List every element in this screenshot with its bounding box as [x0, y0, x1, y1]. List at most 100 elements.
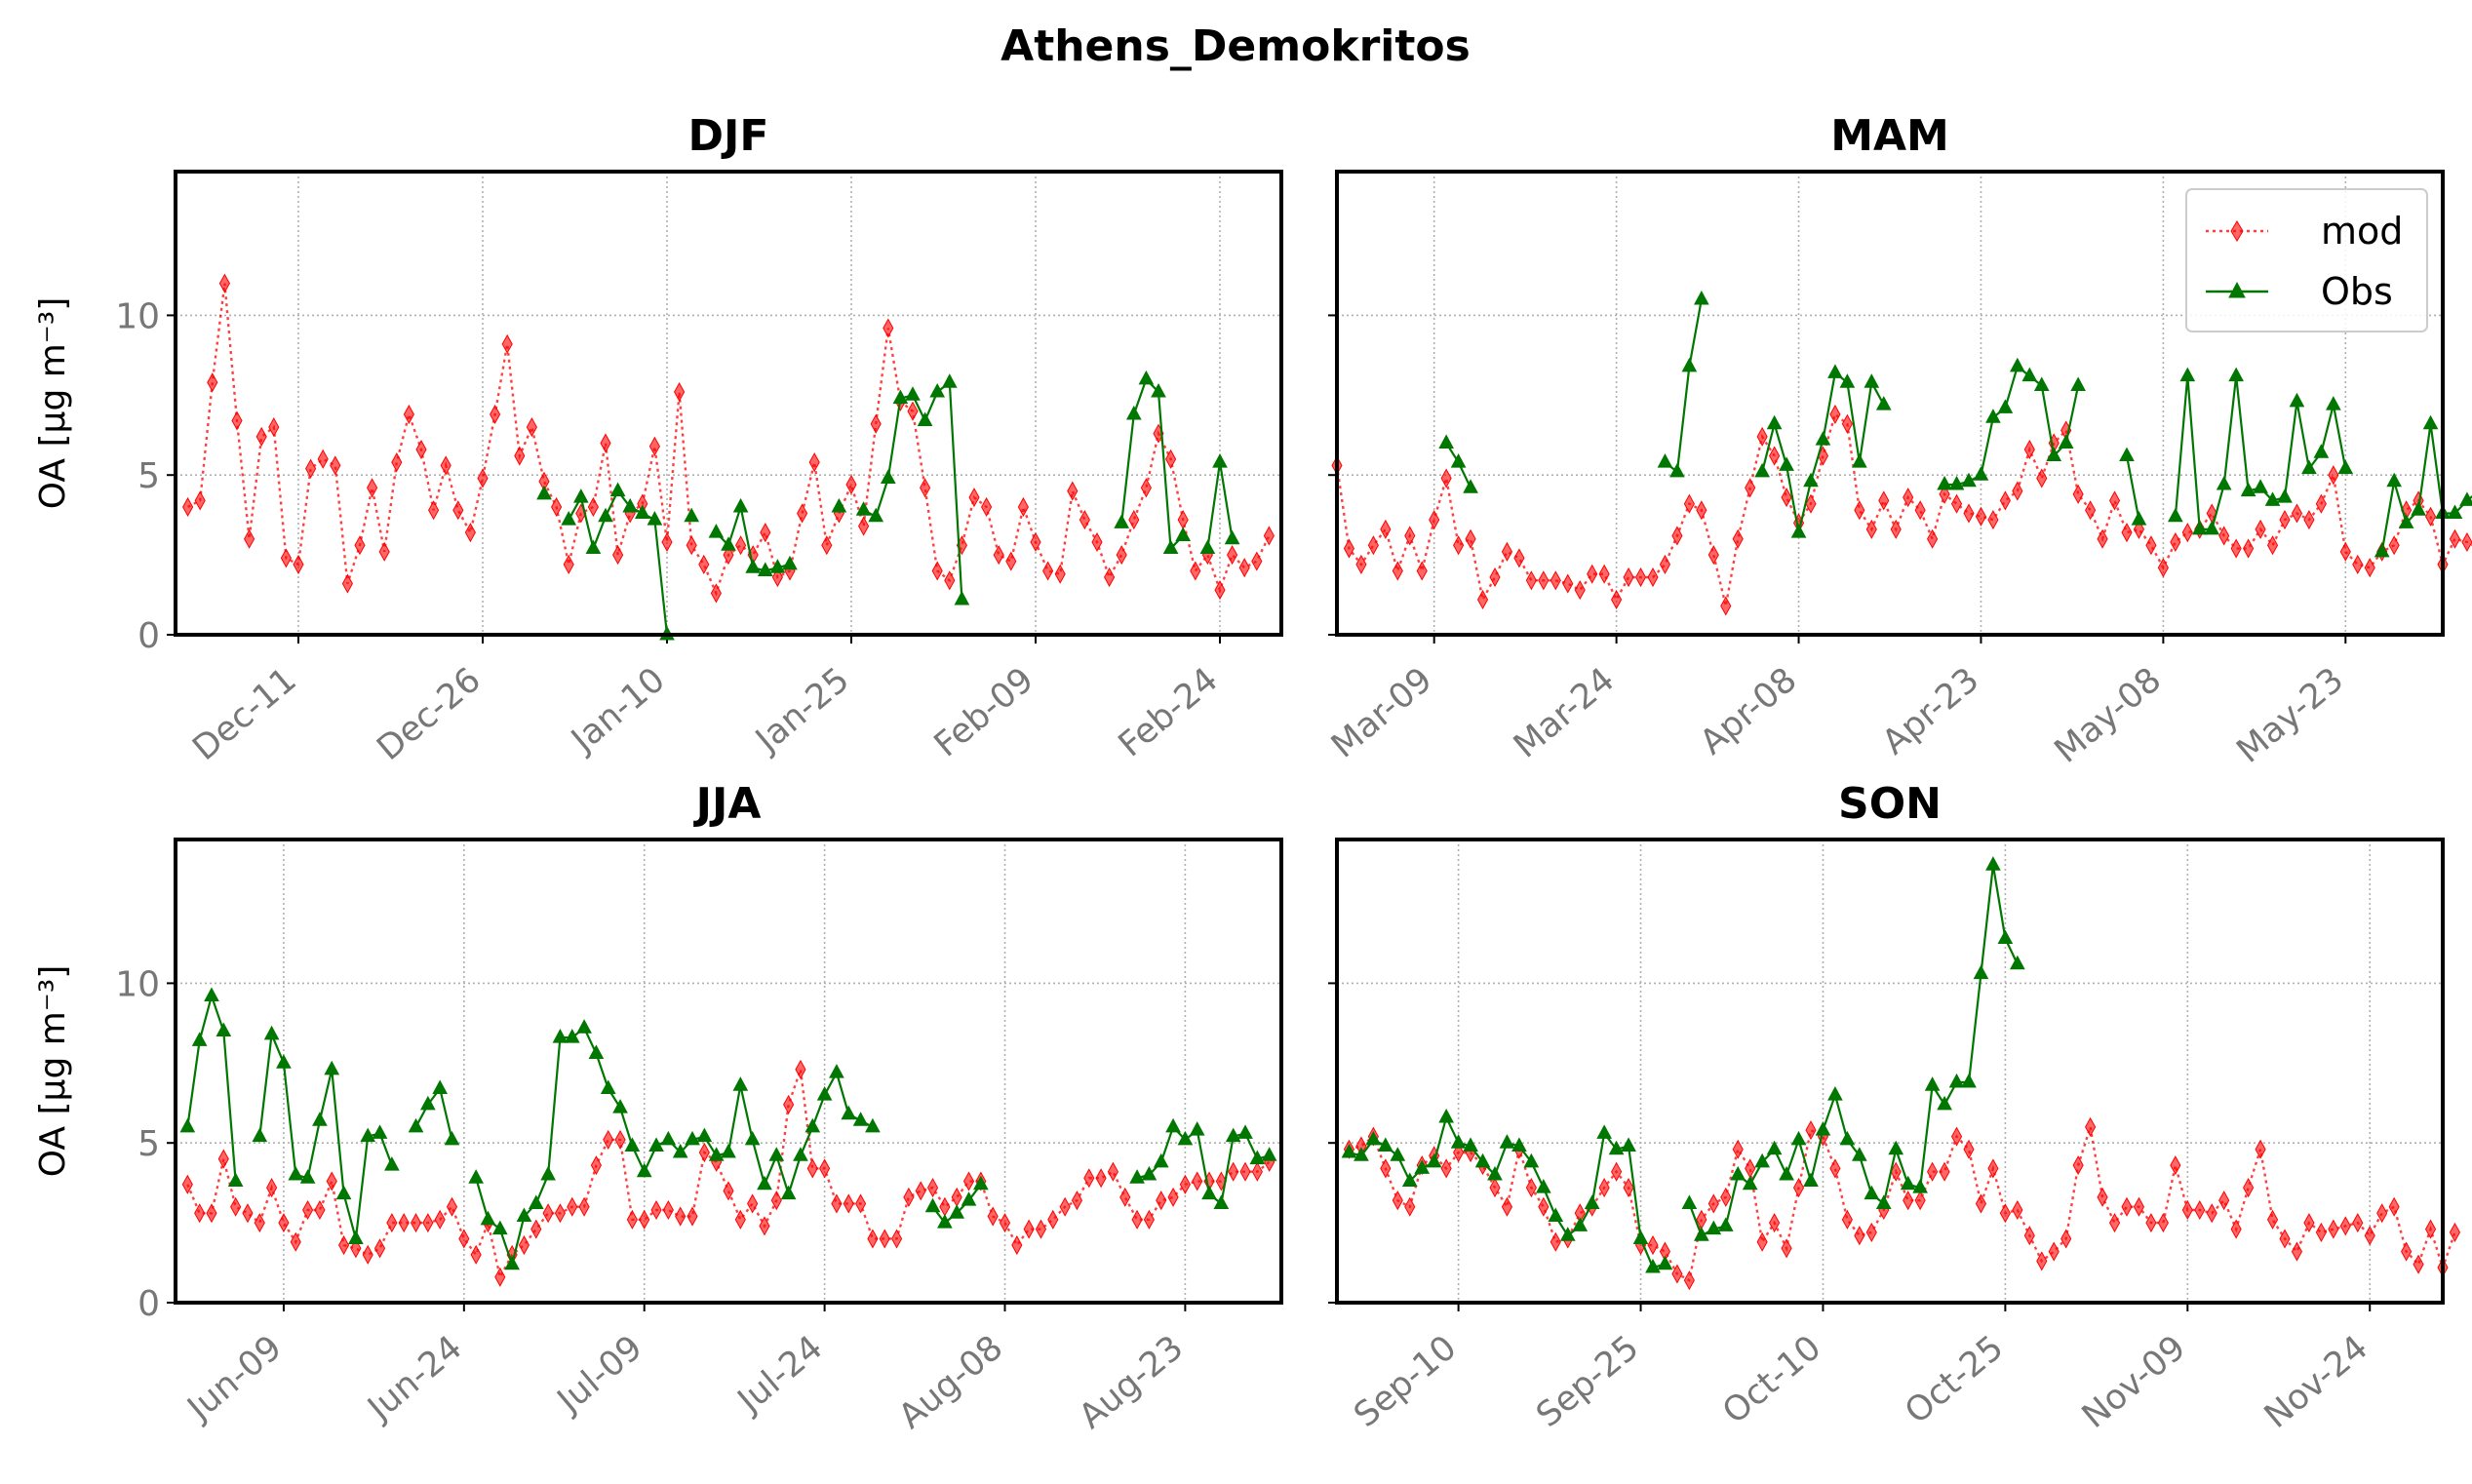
data-point: [1414, 1159, 1431, 1174]
data-point: [268, 417, 280, 438]
data-point: [708, 1147, 725, 1161]
data-point: [1756, 426, 1768, 447]
data-point: [1511, 1137, 1527, 1152]
data-point: [1671, 526, 1683, 546]
data-point: [1669, 462, 1685, 478]
x-tick-label: Aug-23: [1072, 1328, 1191, 1436]
data-point: [1513, 548, 1525, 568]
data-point: [1536, 1179, 1551, 1193]
data-point: [634, 504, 650, 520]
data-point: [514, 446, 526, 466]
panel-title: MAM: [1830, 111, 1949, 161]
data-point: [1239, 1161, 1251, 1182]
data-point: [2449, 528, 2461, 549]
data-point: [530, 1219, 542, 1239]
data-point: [252, 1127, 268, 1143]
data-point: [2376, 1203, 2388, 1224]
data-point: [2228, 367, 2244, 382]
data-point: [1803, 472, 1819, 488]
data-point: [1865, 519, 1877, 539]
data-point: [2012, 1199, 2023, 1221]
data-point: [2291, 503, 2303, 524]
data-point: [624, 1137, 641, 1152]
data-point: [1707, 545, 1719, 566]
data-point: [855, 1193, 867, 1214]
data-point: [1404, 526, 1416, 546]
data-point: [2058, 434, 2074, 449]
data-point: [354, 535, 366, 556]
data-point: [182, 496, 194, 517]
data-point: [614, 1129, 626, 1150]
data-point: [2326, 396, 2341, 410]
data-point: [674, 382, 686, 403]
data-point: [317, 449, 329, 469]
data-point: [1865, 1222, 1877, 1242]
data-point: [2023, 1226, 2035, 1246]
data-point: [1525, 1178, 1537, 1198]
data-point: [757, 562, 773, 576]
data-point: [1141, 1165, 1158, 1181]
data-point: [1681, 1194, 1698, 1209]
data-point: [600, 1079, 616, 1095]
panel-title: DJF: [688, 111, 769, 161]
data-point: [939, 1196, 951, 1217]
data-point: [1249, 1150, 1266, 1165]
series-line: [186, 1069, 1271, 1281]
data-point: [2181, 523, 2193, 543]
data-point: [1720, 596, 1732, 616]
data-point: [1104, 567, 1116, 588]
data-point: [432, 1079, 449, 1095]
data-point: [1392, 1191, 1403, 1211]
data-point: [698, 554, 710, 574]
data-point: [378, 541, 390, 562]
data-point: [1224, 529, 1240, 545]
data-point: [2461, 531, 2472, 553]
data-point: [954, 590, 970, 605]
data-point: [516, 1207, 532, 1223]
data-point: [528, 1194, 544, 1209]
data-point: [1997, 929, 2014, 945]
data-point: [372, 1124, 388, 1139]
data-point: [299, 1169, 316, 1184]
y-tick-label: 5: [137, 456, 160, 496]
data-point: [362, 1244, 373, 1265]
series-line: [1664, 298, 1703, 475]
data-point: [841, 1105, 857, 1120]
series-line: [1944, 364, 2080, 487]
data-point: [880, 469, 896, 484]
data-point: [2328, 465, 2339, 486]
panel-title: JJA: [693, 779, 762, 829]
data-point: [1440, 1158, 1452, 1179]
data-point: [206, 1203, 217, 1224]
data-point: [821, 535, 833, 556]
data-point: [708, 524, 725, 538]
data-point: [672, 1143, 688, 1158]
data-point: [1766, 1140, 1783, 1155]
data-point: [1963, 1139, 1975, 1159]
data-point: [2010, 357, 2025, 372]
data-point: [2230, 1219, 2242, 1239]
data-point: [868, 507, 884, 523]
data-point: [2204, 520, 2220, 535]
x-tick-label: May-23: [2230, 660, 2351, 771]
data-point: [1489, 567, 1501, 588]
x-tick-label: Feb-24: [1112, 660, 1226, 764]
data-point: [1128, 510, 1140, 530]
data-point: [598, 507, 613, 523]
data-point: [622, 497, 639, 513]
data-point: [2386, 472, 2402, 488]
data-point: [1426, 1152, 1442, 1168]
x-tick-label: Jul-09: [549, 1328, 649, 1422]
data-point: [1131, 1209, 1143, 1230]
data-point: [845, 475, 857, 495]
data-point: [2240, 482, 2256, 497]
data-point: [1083, 1168, 1095, 1189]
data-point: [490, 404, 501, 424]
series-obs: [1438, 290, 2472, 558]
data-point: [870, 413, 882, 434]
data-point: [685, 1130, 700, 1146]
data-point: [1559, 1227, 1576, 1241]
data-point: [1914, 1191, 1926, 1211]
data-point: [1985, 856, 2001, 871]
series-line: [414, 1085, 453, 1141]
